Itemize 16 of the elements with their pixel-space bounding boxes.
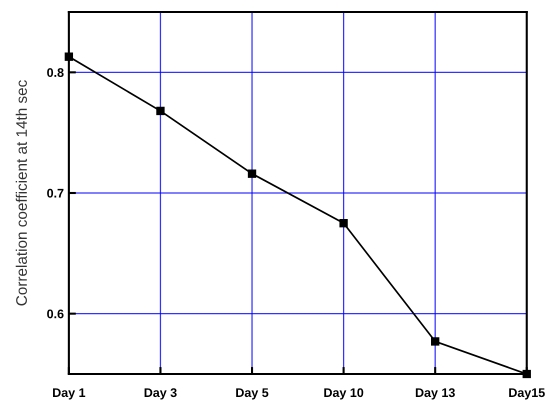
point [64, 52, 74, 61]
x-tick-label: Day15 [509, 388, 545, 400]
x-tick-label: Day 3 [144, 388, 177, 400]
point [522, 370, 531, 378]
x-tick-label: Day 13 [416, 388, 455, 400]
x-tick-label: Day 10 [324, 388, 364, 400]
point [339, 219, 348, 228]
y-tick-label: 0.8 [47, 68, 64, 77]
x-tick-label: Day 5 [236, 388, 268, 400]
point [431, 337, 440, 346]
y-tick-label: 0.7 [47, 188, 64, 198]
y-tick-label: 0.6 [47, 309, 64, 318]
x-tick-label: Day 1 [53, 388, 86, 400]
y-axis-title: Correlation coefficient at 14th sec [16, 80, 27, 306]
point [248, 170, 256, 178]
point [156, 106, 165, 116]
